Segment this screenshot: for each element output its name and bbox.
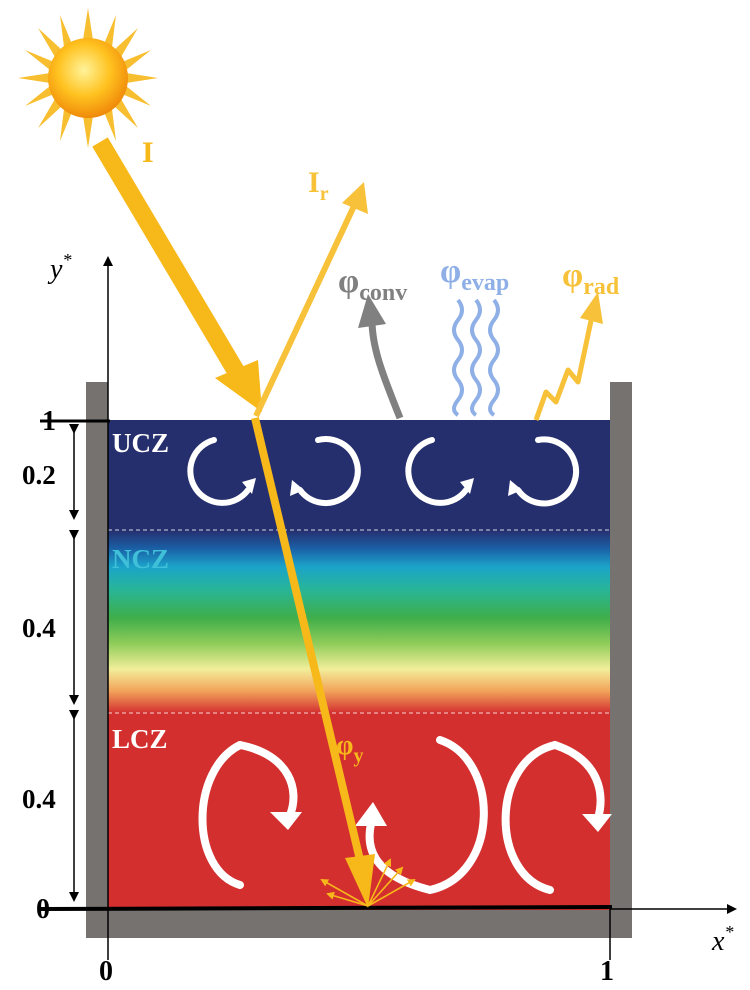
axes [40, 256, 737, 960]
reflected-ray [253, 182, 368, 418]
dim-label-lcz: 0.4 [22, 784, 56, 814]
dim-label-ncz: 0.4 [22, 613, 56, 643]
y-axis-label: y* [47, 250, 71, 285]
circulation-arrow-2 [297, 436, 361, 506]
circulation-arrow-1 [187, 437, 251, 506]
right-wall [610, 382, 632, 938]
non-convective-zone [108, 530, 610, 713]
convection-flux-label: φconv [338, 263, 407, 306]
incident-radiation-label: I [142, 136, 154, 169]
dim-label-ucz: 0.2 [22, 460, 56, 490]
circulation-arrow-7 [501, 741, 559, 894]
ucz-label: UCZ [112, 428, 169, 458]
evaporation-flux-label: φevap [440, 253, 509, 296]
pond-bottom-line [39, 905, 613, 911]
y-tick-label-1: 1 [42, 406, 56, 437]
circulation-arrow-4 [515, 436, 580, 507]
lcz-label: LCZ [112, 724, 168, 754]
radiation-flux-label: φrad [562, 257, 620, 300]
convection-arrow [358, 294, 404, 420]
pond-container [86, 382, 632, 938]
transmitted-ray [251, 417, 375, 908]
x-axis-label: x* [711, 922, 733, 957]
reflected-radiation-label: Ir [308, 166, 329, 205]
left-wall [86, 382, 108, 938]
absorbed-radiation-label: φy [336, 730, 363, 767]
x-tick-label-0: 0 [99, 956, 113, 987]
bottom-reflection-arrows [320, 858, 416, 907]
radiation-arrow [533, 292, 603, 421]
circulation-arrow-3 [405, 437, 469, 506]
ncz-label: NCZ [112, 544, 169, 574]
x-tick-label-1: 1 [600, 956, 614, 987]
bottom-wall [86, 910, 632, 938]
incident-ray [92, 137, 262, 412]
circulation-arrow-5 [198, 741, 244, 889]
y-tick-label-0: 0 [36, 894, 50, 925]
sun-icon [18, 8, 158, 148]
ucz-circulation [187, 436, 580, 507]
circulation-arrow-6 [365, 736, 488, 895]
lcz-circulation [198, 736, 612, 895]
evaporation-waves [452, 298, 500, 417]
